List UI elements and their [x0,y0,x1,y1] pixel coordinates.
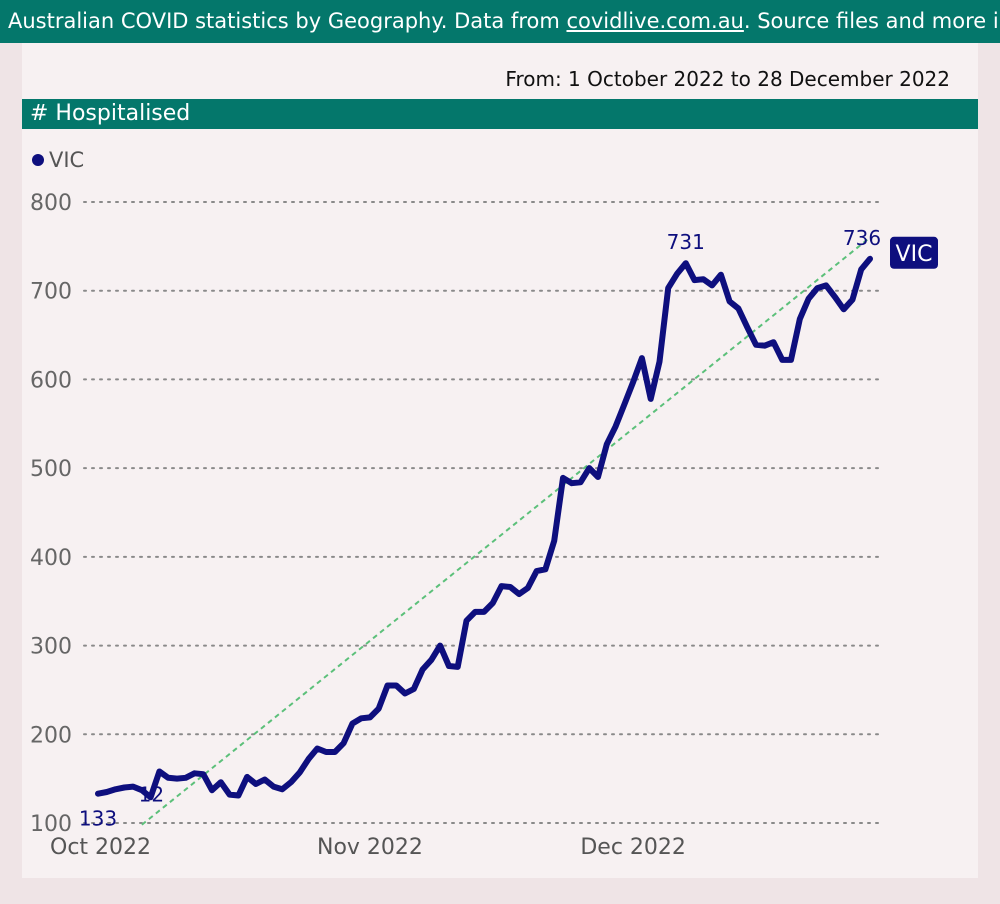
date-range-label: From: 1 October 2022 to 28 December 2022 [505,67,950,91]
chart-panel: From: 1 October 2022 to 28 December 2022… [22,43,978,878]
line-chart: 800 700 600 500 400 300 200 100 Oct 2022 Nov 202… [30,191,938,860]
y-tick-label-800: 800 [30,191,72,216]
y-tick-label-100: 100 [30,812,72,837]
legend-dot-icon [32,154,44,166]
data-label-3: 736 [843,226,881,250]
data-label-0: 133 [79,807,117,831]
trend-line [141,236,871,826]
y-tick-label-600: 600 [30,368,72,393]
chart-title-bar: # Hospitalised [22,99,978,129]
series-line-vic [95,255,873,801]
covidlive-link[interactable]: covidlive.com.au [566,9,744,33]
y-tick-label-500: 500 [30,457,72,482]
y-tick-label-700: 700 [30,280,72,305]
data-label-1: 12 [139,783,164,807]
legend-label-vic: VIC [49,148,85,172]
series-end-label: VIC [896,242,933,267]
x-tick-label-1: Nov 2022 [317,835,423,860]
chart-title: # Hospitalised [30,101,191,126]
top-banner: Australian COVID statistics by Geography… [0,0,1000,43]
y-tick-label-300: 300 [30,635,72,660]
legend[interactable]: VIC [32,148,84,172]
series-end-badge [890,236,938,269]
y-tick-label-400: 400 [30,546,72,571]
banner-text-start: Australian COVID statistics by Geography… [8,9,567,33]
x-tick-label-2: Dec 2022 [580,835,686,860]
banner-text-end: . Source files and more info on gi [743,9,1000,33]
y-tick-label-200: 200 [30,723,72,748]
x-tick-label-0: Oct 2022 [50,835,151,860]
data-label-2: 731 [667,230,705,254]
